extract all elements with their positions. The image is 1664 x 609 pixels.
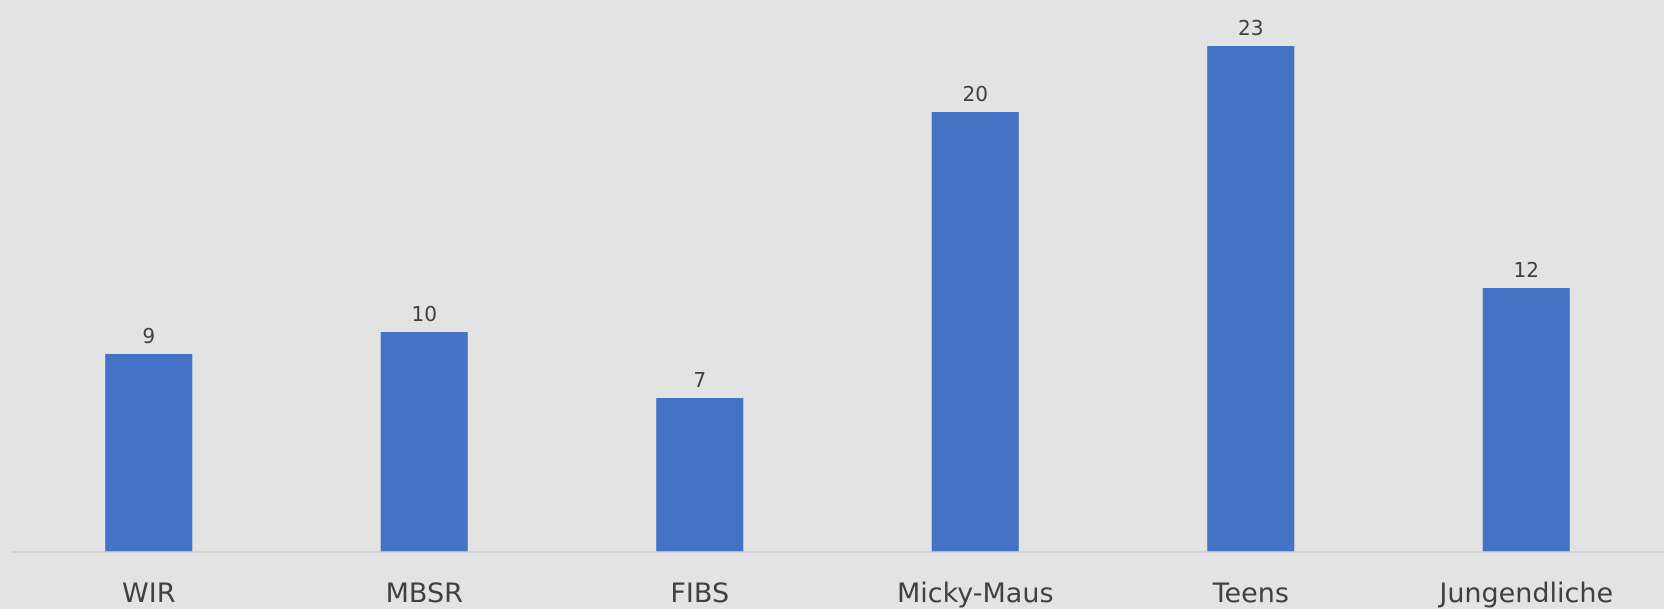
bar [931,112,1019,552]
x-tick-label: Micky-Maus [897,578,1054,609]
data-label: 10 [412,302,437,326]
bar [1482,288,1570,552]
x-tick-label: WIR [122,578,175,609]
x-tick-label: FIBS [670,578,729,609]
x-tick-label: Teens [1212,578,1289,609]
x-tick-label: Jungendliche [1437,578,1613,609]
bar [380,332,468,552]
data-label: 23 [1238,16,1263,40]
bar [656,398,744,552]
bar [1207,46,1295,552]
data-label: 20 [963,82,988,106]
data-label: 12 [1514,258,1539,282]
data-label: 9 [142,324,155,348]
x-tick-label: MBSR [386,578,463,609]
data-label: 7 [693,368,706,392]
bar [105,354,193,552]
